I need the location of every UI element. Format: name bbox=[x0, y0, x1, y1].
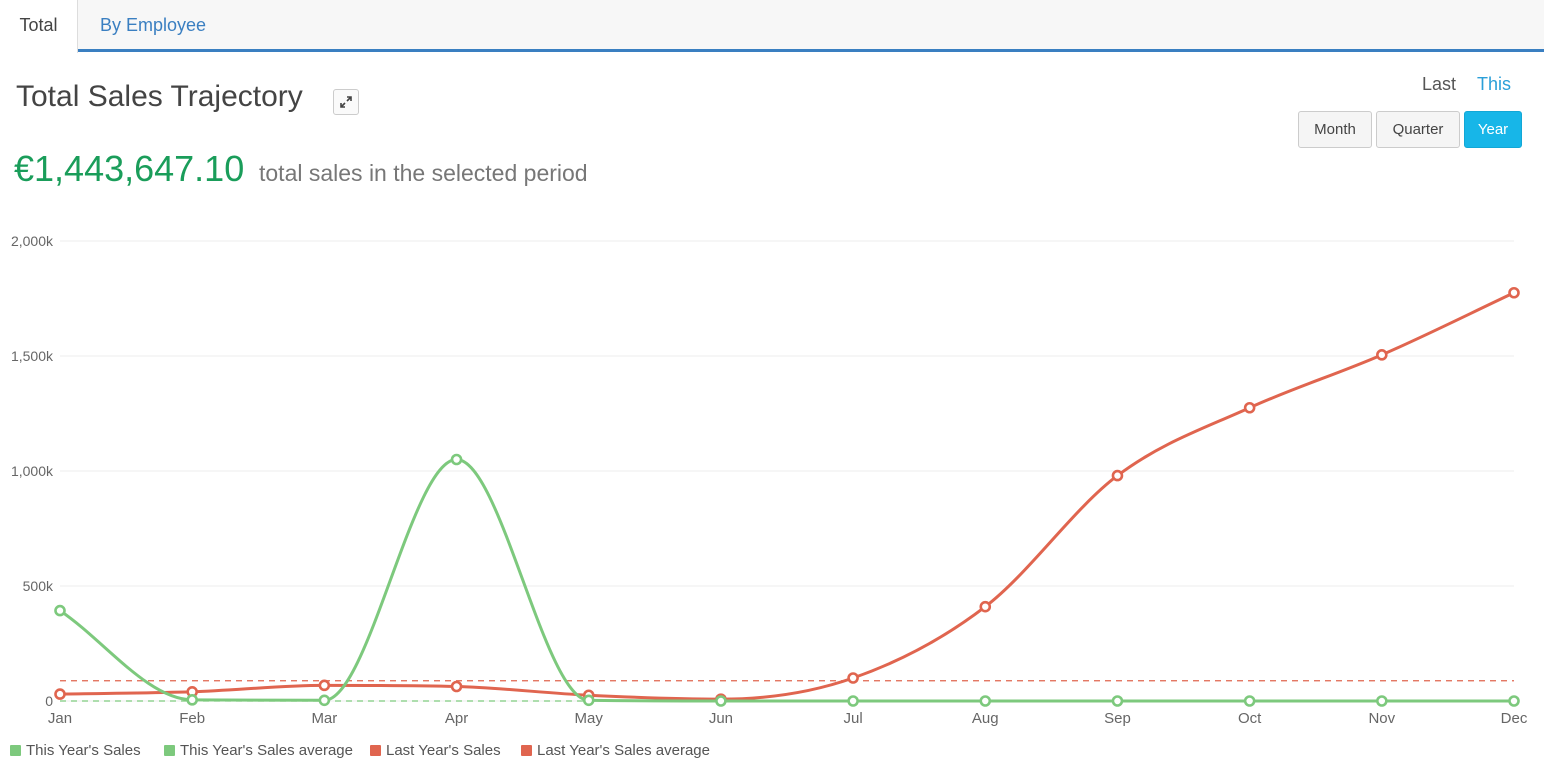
data-point bbox=[1376, 349, 1388, 361]
data-point bbox=[847, 672, 859, 684]
x-tick-label: Nov bbox=[1368, 710, 1395, 727]
legend-label: Last Year's Sales bbox=[386, 741, 501, 759]
legend-item[interactable]: Last Year's Sales average bbox=[521, 740, 710, 760]
data-point bbox=[979, 695, 992, 707]
data-point bbox=[54, 604, 66, 617]
legend-item[interactable]: Last Year's Sales bbox=[370, 740, 501, 760]
period-last-link[interactable]: Last bbox=[1422, 74, 1457, 94]
data-point bbox=[1111, 469, 1124, 482]
expand-arrows-icon bbox=[340, 96, 352, 108]
data-point bbox=[450, 453, 463, 466]
x-tick-label: Sep bbox=[1104, 710, 1131, 727]
y-tick-label: 1,500k bbox=[11, 348, 54, 364]
page-title: Total Sales Trajectory bbox=[16, 80, 303, 113]
legend-swatch bbox=[370, 744, 381, 756]
y-tick-label: 0 bbox=[45, 693, 53, 709]
data-point bbox=[715, 695, 727, 707]
legend-swatch bbox=[10, 744, 21, 756]
year-button[interactable]: Year bbox=[1464, 111, 1522, 148]
x-tick-label: Jul bbox=[843, 710, 862, 727]
legend-item[interactable]: This Year's Sales average bbox=[164, 740, 353, 760]
legend-label: This Year's Sales bbox=[26, 741, 141, 759]
y-tick-label: 2,000k bbox=[11, 233, 54, 249]
data-point bbox=[847, 695, 859, 707]
x-tick-label: Jan bbox=[48, 710, 72, 727]
month-button[interactable]: Month bbox=[1298, 111, 1372, 148]
series-line bbox=[58, 291, 1516, 701]
data-point bbox=[450, 680, 463, 693]
x-tick-label: Oct bbox=[1238, 710, 1262, 727]
legend-item[interactable]: This Year's Sales bbox=[10, 740, 141, 760]
data-point bbox=[54, 688, 66, 700]
x-tick-label: Aug bbox=[972, 710, 999, 727]
sales-trajectory-chart: 0 500k 1,000k 1,500k 2,000k Jan Feb Mar Apr May Ju… bbox=[11, 233, 1528, 727]
data-point bbox=[318, 694, 331, 707]
period-this-link[interactable]: This bbox=[1477, 74, 1512, 94]
legend-label: This Year's Sales average bbox=[180, 741, 353, 759]
tab-total[interactable]: Total bbox=[0, 0, 78, 53]
data-point bbox=[318, 679, 331, 692]
total-sales-value: €1,443,647.10 bbox=[14, 148, 245, 189]
total-sales-caption: total sales in the selected period bbox=[259, 160, 588, 186]
y-tick-label: 500k bbox=[23, 578, 54, 594]
y-tick-label: 1,000k bbox=[11, 463, 54, 479]
tabs-bar: Total By Employee bbox=[0, 0, 1544, 53]
data-point bbox=[186, 694, 198, 706]
data-point bbox=[582, 694, 595, 707]
data-point bbox=[1243, 401, 1256, 414]
legend-swatch bbox=[164, 744, 175, 756]
expand-button[interactable] bbox=[333, 89, 359, 115]
x-tick-label: Feb bbox=[179, 710, 205, 727]
data-point bbox=[1111, 695, 1124, 707]
tab-by-employee[interactable]: By Employee bbox=[100, 15, 207, 35]
x-tick-label: May bbox=[575, 710, 604, 727]
legend-label: Last Year's Sales average bbox=[537, 741, 710, 759]
x-tick-label: Dec bbox=[1501, 710, 1528, 727]
data-point bbox=[1243, 695, 1256, 707]
data-point bbox=[1508, 286, 1520, 299]
x-tick-label: Jun bbox=[709, 710, 733, 727]
x-tick-label: Apr bbox=[445, 710, 468, 727]
data-point bbox=[1508, 695, 1520, 707]
data-point bbox=[1376, 695, 1388, 707]
quarter-button[interactable]: Quarter bbox=[1376, 111, 1460, 148]
data-point bbox=[979, 600, 992, 613]
x-tick-label: Mar bbox=[311, 710, 337, 727]
series-line bbox=[58, 458, 1516, 703]
legend-swatch bbox=[521, 744, 532, 756]
